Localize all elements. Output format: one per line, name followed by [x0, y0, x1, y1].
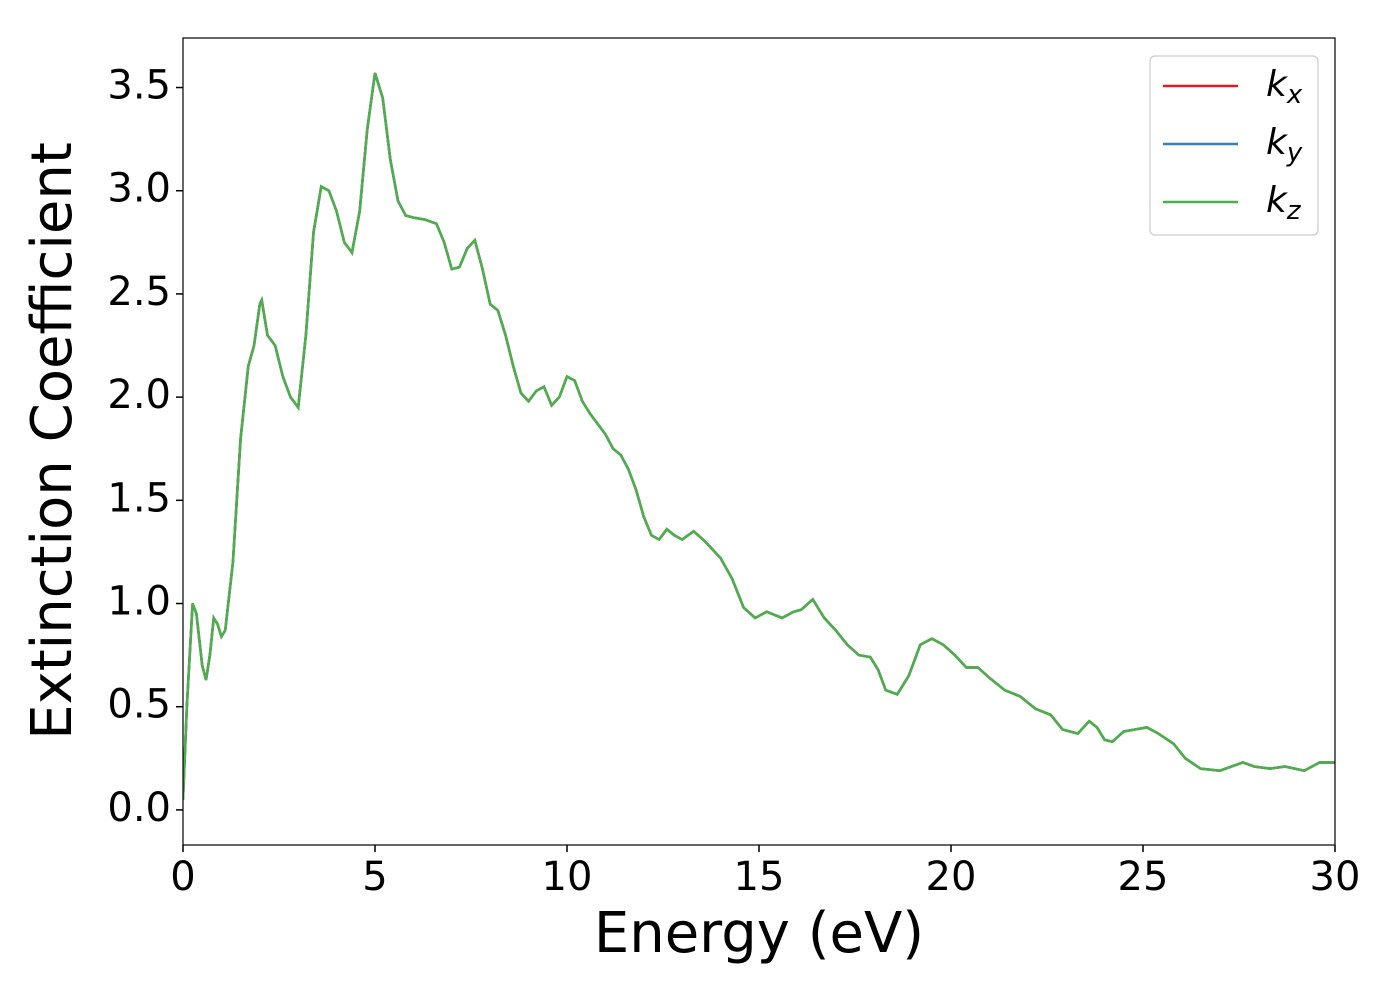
x-tick-label: 30	[1310, 854, 1361, 900]
x-tick-label: 15	[734, 854, 785, 900]
legend-label: ky	[1266, 122, 1303, 168]
y-tick-label: 1.5	[107, 475, 171, 521]
legend-label: kx	[1266, 64, 1303, 110]
plot-frame	[182, 37, 1336, 846]
x-tick-label: 0	[170, 854, 195, 900]
y-axis-label: Extinction Coefficient	[20, 142, 85, 740]
legend-box	[1149, 55, 1319, 236]
y-tick-label: 3.5	[107, 63, 171, 109]
data-line	[183, 72, 1335, 800]
x-tick-label: 25	[1118, 854, 1169, 900]
y-tick-label: 2.0	[107, 372, 171, 418]
x-axis-label: Energy (eV)	[594, 901, 924, 966]
y-tick-label: 0.0	[107, 785, 171, 831]
y-tick-label: 3.0	[107, 166, 171, 212]
y-tick-label: 2.5	[107, 269, 171, 315]
legend-label: kz	[1266, 180, 1302, 226]
x-tick-label: 20	[926, 854, 977, 900]
x-tick-label: 10	[542, 854, 593, 900]
y-tick-label: 1.0	[107, 579, 171, 625]
y-tick-label: 0.5	[107, 682, 171, 728]
x-tick-label: 5	[362, 854, 387, 900]
